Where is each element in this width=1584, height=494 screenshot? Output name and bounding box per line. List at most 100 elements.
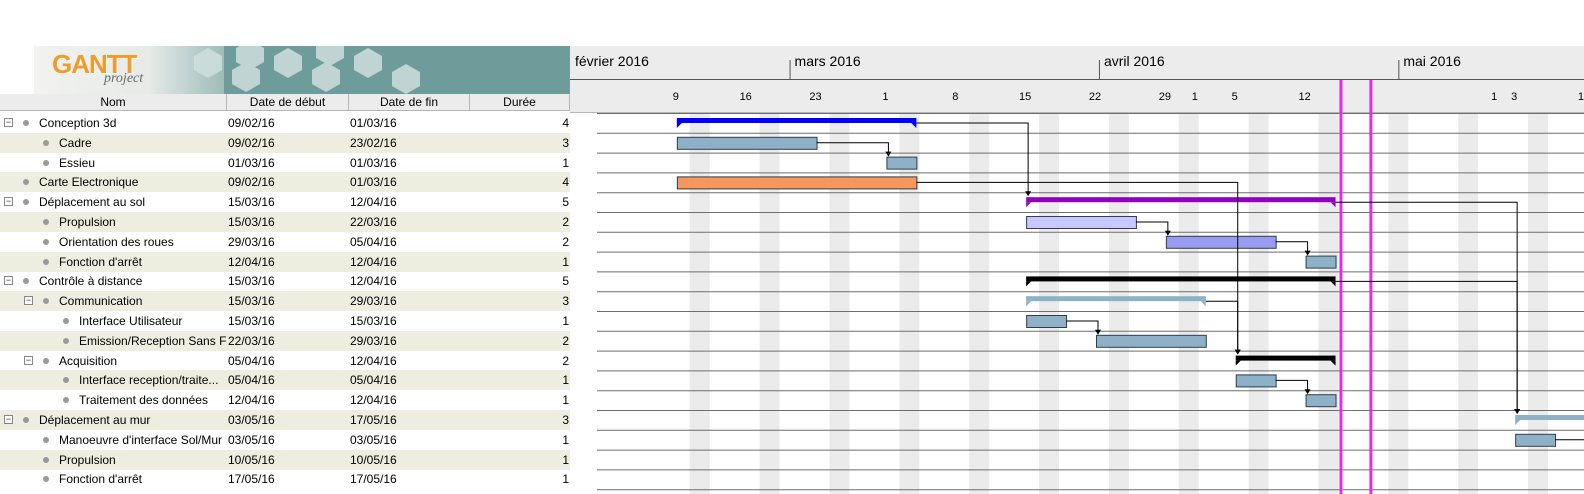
timeline-day-band [570,80,1584,112]
table-row[interactable]: Emission/Reception Sans Fil 22/03/16 29/03… [0,330,570,351]
summary-bar-start-cap [676,123,682,128]
summary-bar[interactable] [1235,355,1336,361]
hexagon-pattern-decoration [194,46,420,94]
day-tick-label: 22 [1089,91,1101,103]
task-bullet-icon [63,318,69,324]
collapse-toggle-icon[interactable]: − [4,117,13,127]
table-row[interactable]: Interface Utilisateur 15/03/16 15/03/16 1 [0,311,570,331]
task-duration: 2 [562,215,569,229]
task-start-date: 03/05/16 [228,413,275,427]
task-bar[interactable] [676,136,818,150]
day-tick-label: 16 [740,91,752,103]
logo-subtitle: project [104,71,144,86]
task-name: Interface Utilisateur [79,314,183,328]
task-end-date: 01/03/16 [350,175,397,190]
dependency-arrow [1335,201,1518,410]
task-bullet-icon [43,219,49,225]
summary-bar[interactable] [1026,276,1336,282]
collapse-toggle-icon[interactable]: − [24,354,33,365]
dependency-arrowhead [1304,250,1311,256]
collapse-toggle-icon[interactable]: − [4,275,13,286]
task-name: Communication [59,294,143,309]
day-tick-label: 29 [1159,91,1171,103]
task-bullet-icon [43,357,49,364]
task-bullet-icon [23,417,29,423]
column-header-start-date[interactable]: Date de début [227,94,349,111]
task-bar[interactable] [1305,394,1337,408]
collapse-toggle-icon[interactable]: − [24,295,33,306]
summary-bar[interactable] [676,118,917,123]
dependency-arrow [1555,439,1584,441]
collapse-toggle-icon[interactable]: − [4,196,13,207]
task-start-date: 12/04/16 [228,393,275,408]
task-name: Carte Electronique [39,175,139,190]
task-end-date: 03/05/16 [350,432,397,447]
table-row[interactable]: − Déplacement au sol 15/03/16 12/04/16 5 [0,192,570,212]
task-end-date: 12/04/16 [350,393,397,408]
month-label: mars 2016 [795,53,861,69]
task-start-date: 22/03/16 [228,333,275,348]
summary-bar-end-cap [1330,281,1336,287]
table-row[interactable]: Propulsion 10/05/16 10/05/16 1 [0,449,570,470]
weekend-column [899,113,920,494]
dependency-arrow [1066,320,1099,331]
table-row[interactable]: Fonction d'arrêt 17/05/16 17/05/16 1 [0,469,570,489]
table-row[interactable]: Traitement des données 12/04/16 12/04/16 1 [0,390,570,410]
table-row[interactable]: − Contrôle à distance 15/03/16 12/04/16 5 [0,271,570,291]
task-bullet-icon [43,456,49,463]
table-row[interactable]: Cadre 09/02/16 23/02/16 3 [0,132,570,153]
task-name: Fonction d'arrêt [59,254,142,269]
task-duration: 1 [562,254,569,269]
column-header-name[interactable]: Nom [0,94,227,111]
weekend-column [829,113,850,494]
task-bar[interactable] [676,176,918,190]
task-bar[interactable] [1165,235,1277,249]
table-row[interactable]: Manoeuvre d'interface Sol/Mur 03/05/16 03/… [0,430,570,450]
dependency-arrowhead [1304,389,1311,395]
table-row[interactable]: − Conception 3d 09/02/16 01/03/16 4 [0,113,570,133]
weekend-column [1318,113,1339,494]
table-row[interactable]: Fonction d'arrêt 12/04/16 12/04/16 1 [0,251,570,272]
task-bar[interactable] [1235,374,1277,388]
task-duration: 2 [562,234,569,249]
gantt-chart[interactable]: février 2016 mars 2016 avril 2016 mai 2016 9… [570,46,1584,494]
weekend-column [969,113,990,494]
table-row[interactable]: − Acquisition 05/04/16 12/04/16 2 [0,351,570,371]
table-row[interactable]: Carte Electronique 09/02/16 01/03/16 4 [0,172,570,193]
task-bar[interactable] [1026,216,1137,229]
task-start-date: 09/02/16 [228,135,275,150]
task-bar[interactable] [1305,255,1337,269]
task-bar[interactable] [1096,334,1207,348]
task-end-date: 22/03/16 [350,215,397,229]
task-end-date: 10/05/16 [350,452,397,467]
task-start-date: 15/03/16 [228,215,275,229]
task-name: Propulsion [59,452,116,467]
table-row[interactable]: − Communication 15/03/16 29/03/16 3 [0,291,570,312]
task-start-date: 15/03/16 [228,195,275,210]
summary-bar-start-cap [1515,420,1521,425]
summary-bar[interactable] [1515,415,1584,420]
table-row[interactable]: − Déplacement au mur 03/05/16 17/05/16 3 [0,410,570,430]
column-header-duration[interactable]: Durée [470,94,570,111]
task-bullet-icon [43,258,49,265]
summary-bar-start-cap [1026,301,1032,307]
summary-bar[interactable] [1026,197,1336,203]
table-row[interactable]: Propulsion 15/03/16 22/03/16 2 [0,212,570,232]
today-marker-line [1339,80,1343,494]
table-row[interactable]: Essieu 01/03/16 01/03/16 1 [0,153,570,173]
task-bullet-icon [63,337,69,344]
task-start-date: 05/04/16 [228,353,275,368]
task-bar[interactable] [1515,433,1557,447]
collapse-toggle-icon[interactable]: − [4,414,13,424]
summary-bar[interactable] [1026,296,1206,302]
task-bar[interactable] [1026,315,1068,328]
table-row[interactable]: Orientation des roues 29/03/16 05/04/16 2 [0,232,570,252]
task-duration: 1 [562,373,569,388]
today-marker-line [1369,80,1373,494]
task-end-date: 05/04/16 [350,234,397,249]
task-name: Traitement des données [79,393,208,408]
column-header-end-date[interactable]: Date de fin [349,94,470,111]
table-row[interactable]: Interface reception/traite... 05/04/16 05/… [0,370,570,391]
task-bar[interactable] [886,156,918,170]
dependency-arrowhead [885,151,892,157]
